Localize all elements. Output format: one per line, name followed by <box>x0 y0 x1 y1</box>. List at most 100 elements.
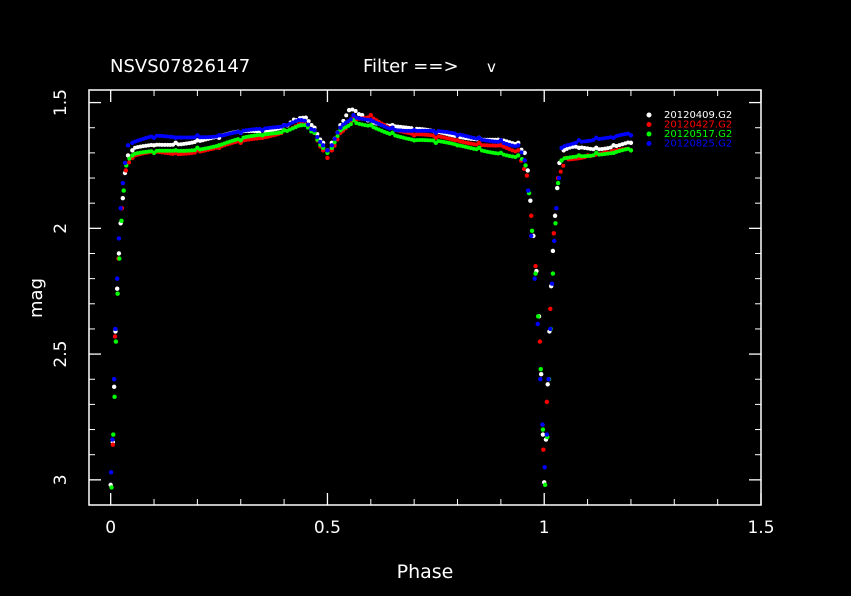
legend-marker <box>646 141 652 146</box>
data-point <box>111 377 117 382</box>
data-point <box>315 137 320 142</box>
data-point <box>115 291 120 296</box>
data-point <box>608 151 613 156</box>
data-point <box>325 148 330 153</box>
data-point <box>533 263 538 269</box>
data-point <box>474 147 479 152</box>
data-point <box>123 168 129 173</box>
data-point <box>149 134 154 139</box>
data-point <box>257 132 262 137</box>
data-point <box>120 180 126 186</box>
data-point <box>452 131 457 136</box>
data-point <box>192 148 197 153</box>
data-point <box>591 147 596 152</box>
data-point <box>474 136 479 141</box>
data-point <box>431 133 436 138</box>
filter-value: v <box>487 58 496 76</box>
y-axis: 1.5 2 2.5 3 <box>51 89 761 485</box>
data-point <box>548 326 553 332</box>
data-point <box>545 382 550 387</box>
x-tick-label: 0 <box>105 518 116 538</box>
data-point <box>359 112 365 118</box>
data-point <box>533 271 538 276</box>
data-point <box>122 160 128 166</box>
x-axis-label: Phase <box>397 561 454 583</box>
data-point <box>338 125 343 130</box>
data-point <box>116 251 122 256</box>
data-point <box>356 112 361 117</box>
data-point <box>538 372 544 377</box>
data-point <box>257 126 262 131</box>
data-point <box>574 154 579 159</box>
data-point <box>344 113 349 118</box>
data-point <box>109 485 114 490</box>
data-point <box>574 140 579 145</box>
data-point <box>320 143 326 148</box>
data-point <box>116 236 122 241</box>
data-point <box>496 151 501 156</box>
data-point <box>409 137 414 142</box>
data-point <box>296 117 301 122</box>
data-point <box>119 218 124 223</box>
data-point <box>171 142 175 147</box>
data-point <box>529 213 534 218</box>
data-point <box>556 175 562 181</box>
data-point <box>114 276 120 281</box>
data-points <box>108 107 634 490</box>
data-point <box>279 130 284 135</box>
data-point <box>309 122 314 127</box>
data-point <box>474 142 479 147</box>
y-tick-label: 3 <box>51 474 71 485</box>
data-point <box>409 128 414 133</box>
data-point <box>365 123 370 128</box>
data-point <box>582 154 587 159</box>
series-20120427.G2 <box>110 112 634 452</box>
data-point <box>548 306 553 312</box>
data-point <box>111 432 116 437</box>
data-point <box>368 112 374 118</box>
data-point <box>302 118 307 123</box>
data-point <box>120 195 126 201</box>
data-point <box>348 117 353 122</box>
data-point <box>257 136 262 141</box>
data-point <box>346 107 352 113</box>
legend: 20120409.G220120427.G220120517.G22012082… <box>646 110 732 150</box>
data-point <box>585 153 590 158</box>
data-point <box>519 147 524 152</box>
legend-entry: 20120825.G2 <box>664 139 732 150</box>
filter-label: Filter ==> <box>363 56 459 77</box>
legend-marker <box>646 112 652 118</box>
data-point <box>365 117 370 122</box>
data-point <box>519 150 524 155</box>
data-point <box>513 144 518 149</box>
data-point <box>125 153 131 158</box>
data-point <box>626 131 631 136</box>
data-point <box>127 160 132 165</box>
data-point <box>452 142 457 147</box>
data-point <box>558 169 563 174</box>
data-point <box>127 156 132 161</box>
data-point <box>513 149 518 154</box>
data-point <box>523 163 528 168</box>
data-point <box>353 109 358 114</box>
data-point <box>351 112 356 118</box>
data-point <box>112 394 117 400</box>
data-point <box>302 123 307 128</box>
data-point <box>521 167 526 172</box>
data-point <box>431 128 436 133</box>
data-point <box>525 188 531 193</box>
data-point <box>171 148 175 153</box>
data-point <box>573 144 578 149</box>
data-point <box>113 339 119 344</box>
data-point <box>549 281 555 286</box>
data-point <box>555 180 561 186</box>
data-point <box>350 107 355 112</box>
x-tick-label: 1 <box>539 518 550 538</box>
data-point <box>315 135 320 140</box>
data-point <box>279 124 284 129</box>
y-tick-label: 2 <box>51 223 71 234</box>
data-point <box>513 154 518 159</box>
data-point <box>236 129 241 134</box>
